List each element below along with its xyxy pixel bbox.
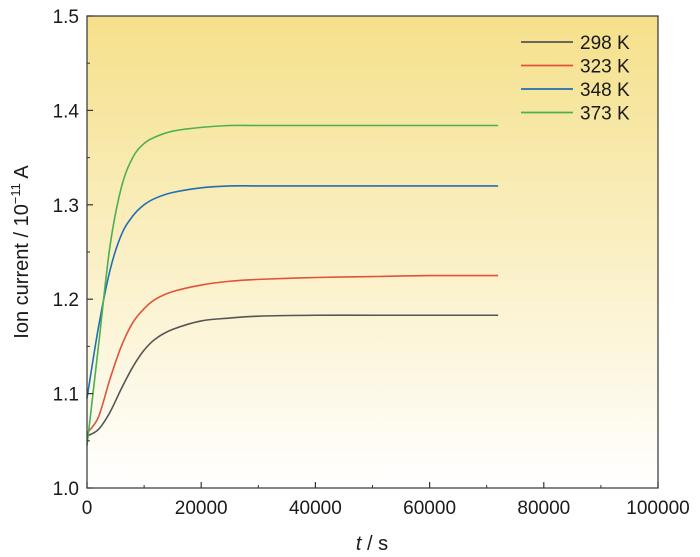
legend-label-3: 348 K <box>580 80 630 101</box>
x-tick-label: 100000 <box>626 498 689 519</box>
x-tick-label: 80000 <box>517 498 570 519</box>
x-tick-label: 20000 <box>175 498 228 519</box>
series-line-2 <box>86 274 499 434</box>
series-line-4 <box>86 124 499 446</box>
y-axis-title: Ion current / 10−11 A <box>8 165 33 339</box>
series-layer <box>86 124 499 446</box>
x-tick-label: 40000 <box>289 498 342 519</box>
series-line-3 <box>86 184 499 399</box>
legend-label-2: 323 K <box>580 57 630 78</box>
x-axis: 0 20000 40000 60000 80000 100000 <box>82 482 690 519</box>
legend-label-4: 373 K <box>580 104 630 125</box>
y-tick-label: 1.4 <box>53 101 80 122</box>
y-tick-label: 1.3 <box>53 196 79 217</box>
x-axis-title: t / s <box>356 533 388 555</box>
series-line-1 <box>86 314 499 437</box>
plot-background <box>87 16 658 488</box>
y-axis: 1.0 1.1 1.2 1.3 1.4 1.5 <box>53 7 93 500</box>
y-tick-label: 1.1 <box>53 385 79 406</box>
x-tick-label: 0 <box>82 498 93 519</box>
y-tick-label: 1.2 <box>53 290 79 311</box>
x-tick-label: 60000 <box>403 498 456 519</box>
legend-label-1: 298 K <box>580 33 630 54</box>
y-tick-label: 1.0 <box>53 479 79 500</box>
y-tick-label: 1.5 <box>53 7 79 28</box>
